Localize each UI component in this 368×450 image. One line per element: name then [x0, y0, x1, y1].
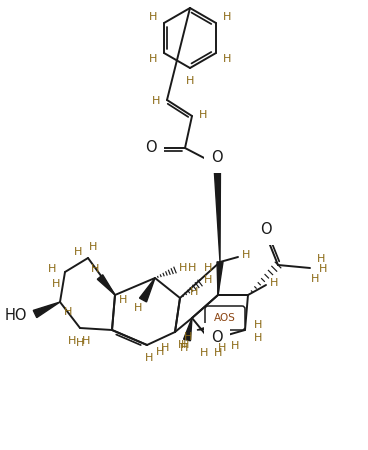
Text: H: H [52, 279, 60, 289]
Text: H: H [188, 263, 196, 273]
Polygon shape [217, 262, 223, 295]
Text: H: H [180, 343, 188, 353]
Text: H: H [231, 341, 239, 351]
Text: H: H [64, 307, 72, 317]
Text: H: H [89, 242, 97, 252]
Polygon shape [197, 323, 220, 330]
Text: H: H [200, 348, 208, 358]
Text: H: H [223, 12, 231, 22]
Text: H: H [156, 347, 164, 357]
Text: H: H [134, 303, 142, 313]
Text: O: O [211, 330, 223, 346]
FancyBboxPatch shape [205, 306, 245, 330]
Polygon shape [97, 275, 115, 295]
Text: H: H [48, 264, 56, 274]
Text: H: H [91, 264, 99, 274]
Text: H: H [179, 263, 187, 273]
Text: H: H [204, 275, 212, 285]
Text: H: H [74, 247, 82, 257]
Text: H: H [254, 333, 262, 343]
Text: H: H [161, 343, 169, 353]
Text: H: H [184, 332, 192, 342]
Text: H: H [199, 110, 207, 120]
Polygon shape [33, 302, 60, 318]
Polygon shape [213, 158, 220, 262]
Text: H: H [204, 263, 212, 273]
Text: H: H [223, 54, 231, 64]
Text: H: H [317, 254, 325, 264]
Text: H: H [149, 12, 157, 22]
Text: H: H [76, 338, 84, 348]
Text: H: H [178, 340, 186, 350]
Polygon shape [139, 278, 155, 302]
Text: H: H [149, 54, 157, 64]
Text: H: H [311, 274, 319, 284]
Text: O: O [211, 150, 223, 166]
Text: H: H [214, 348, 222, 358]
Text: H: H [181, 340, 189, 350]
Text: H: H [68, 336, 76, 346]
Text: H: H [186, 76, 194, 86]
Text: O: O [260, 222, 272, 238]
Text: H: H [270, 278, 278, 288]
Text: H: H [152, 96, 160, 106]
Text: H: H [319, 264, 327, 274]
Text: H: H [218, 343, 226, 353]
Text: H: H [254, 320, 262, 330]
Text: H: H [190, 287, 198, 297]
Text: AOS: AOS [214, 313, 236, 323]
Text: O: O [145, 140, 157, 156]
Text: H: H [82, 336, 90, 346]
Polygon shape [184, 318, 192, 341]
Text: H: H [145, 353, 153, 363]
Text: H: H [119, 295, 127, 305]
Text: HO: HO [5, 309, 27, 324]
Text: H: H [242, 250, 250, 260]
